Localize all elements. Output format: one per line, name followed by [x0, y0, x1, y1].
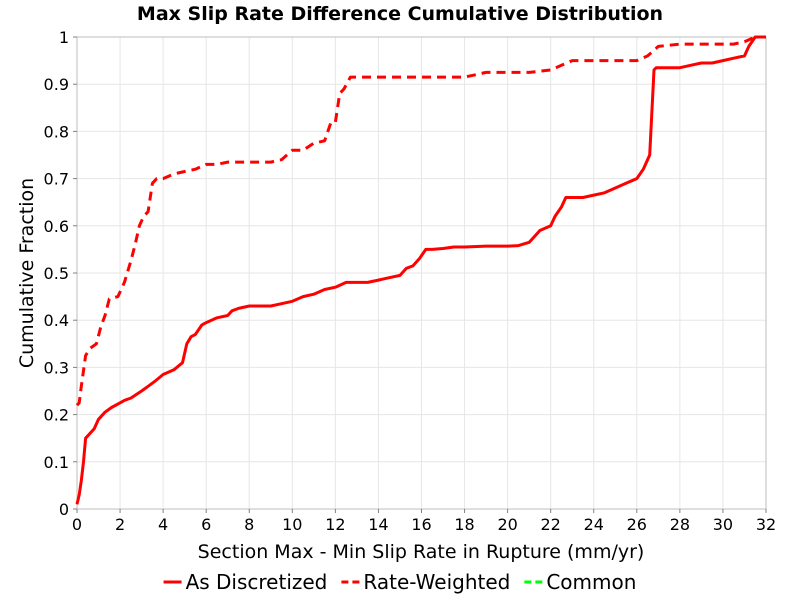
x-tick-label: 18	[454, 515, 474, 534]
y-tick-label: 0.6	[44, 217, 69, 236]
legend-label: Common	[546, 570, 636, 594]
y-tick-label: 0.9	[44, 75, 69, 94]
x-tick-label: 10	[282, 515, 302, 534]
y-axis-label: Cumulative Fraction	[16, 178, 38, 368]
x-tick-label: 2	[115, 515, 125, 534]
x-tick-label: 12	[325, 515, 345, 534]
x-tick-label: 22	[541, 515, 561, 534]
x-tick-label: 16	[411, 515, 431, 534]
grid	[76, 36, 767, 510]
y-tick-label: 0.8	[44, 122, 69, 141]
y-axis-ticks: 0 0.1 0.2 0.3 0.4 0.5 0.6 0.7 0.8 0.9 1	[44, 28, 77, 519]
y-tick-label: 0.2	[44, 406, 69, 425]
legend-item-common: Common	[524, 570, 636, 594]
series-line-rate-weighted	[75, 35, 766, 407]
y-tick-label: 0	[59, 500, 69, 519]
y-tick-label: 0.5	[44, 264, 69, 283]
x-tick-label: 14	[368, 515, 388, 534]
x-tick-label: 0	[72, 515, 82, 534]
x-tick-label: 4	[158, 515, 168, 534]
chart-title: Max Slip Rate Difference Cumulative Dist…	[137, 3, 663, 25]
y-tick-label: 0.4	[44, 311, 69, 330]
legend-item-as-discretized: As Discretized	[163, 570, 328, 594]
x-tick-label: 28	[670, 515, 690, 534]
legend-label: As Discretized	[186, 570, 328, 594]
x-axis-label: Section Max - Min Slip Rate in Rupture (…	[198, 541, 645, 563]
legend: As Discretized Rate-Weighted Common	[163, 570, 636, 594]
y-tick-label: 0.3	[44, 358, 69, 377]
x-tick-label: 32	[756, 515, 776, 534]
x-tick-label: 8	[244, 515, 254, 534]
series-layer	[75, 35, 766, 505]
legend-label: Rate-Weighted	[363, 570, 510, 594]
x-tick-label: 20	[497, 515, 517, 534]
x-tick-label: 30	[713, 515, 733, 534]
y-tick-label: 1	[59, 28, 69, 47]
series-line-as-discretized	[75, 35, 766, 505]
x-tick-label: 24	[584, 515, 604, 534]
y-tick-label: 0.7	[44, 170, 69, 189]
y-tick-label: 0.1	[44, 453, 69, 472]
legend-item-rate-weighted: Rate-Weighted	[341, 570, 510, 594]
x-tick-label: 6	[201, 515, 211, 534]
x-axis-ticks: 0 2 4 6 8 10 12 14 16 18 20 22 24 26 28 30 32	[72, 509, 776, 534]
x-tick-label: 26	[627, 515, 647, 534]
